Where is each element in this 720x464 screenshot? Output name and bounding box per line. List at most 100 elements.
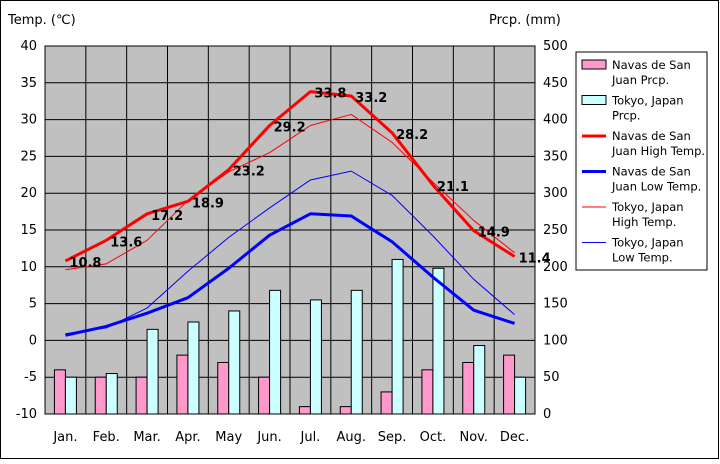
line-navas-high-temp (64, 90, 516, 263)
data-label-navas-high: 23.2 (233, 165, 265, 180)
x-tick-label: Sep. (378, 430, 407, 445)
y-right-tick-label: 150 (543, 297, 568, 312)
data-label-navas-high: 33.8 (314, 87, 346, 102)
x-tick-label: Apr. (175, 430, 200, 445)
y-left-tick-label: 0 (29, 333, 37, 348)
left-axis-ticks: -10 -5 0 5 10 15 20 25 30 35 40 (16, 39, 37, 422)
right-axis-ticks: 0 50 100 150 200 250 300 350 400 450 500 (543, 39, 568, 422)
bar-tokyo-prcp (146, 328, 159, 415)
bar-navas-prcp (462, 361, 475, 415)
bar-navas-prcp (380, 391, 393, 415)
x-tick-label: Oct. (420, 430, 447, 445)
y-right-tick-label: 50 (543, 370, 560, 385)
line-tokyo-low-temp (65, 170, 515, 335)
data-labels-group: 10.8 13.6 17.2 18.9 23.2 29.2 33.8 33.2 28.2 21.1… (69, 87, 550, 271)
y-right-tick-label: 100 (543, 333, 568, 348)
legend-label: Navas de San (612, 165, 691, 179)
legend-label: Juan Prcp. (611, 73, 669, 87)
legend-label: Juan Low Temp. (611, 180, 701, 194)
bar-tokyo-prcp (473, 345, 486, 415)
bar-tokyo-prcp (187, 321, 200, 415)
plot-frame (44, 45, 536, 415)
bar-tokyo-prcp (105, 373, 118, 415)
bar-series-group (53, 258, 527, 415)
line-series-group (64, 90, 516, 337)
y-left-tick-label: -10 (16, 407, 37, 422)
data-label-navas-high: 13.6 (110, 235, 142, 250)
y-right-tick-label: 350 (543, 149, 568, 164)
bar-tokyo-prcp (269, 289, 282, 415)
data-label-navas-high: 14.9 (478, 226, 510, 241)
y-left-tick-label: 5 (29, 297, 37, 312)
legend-swatch-bar (581, 59, 607, 70)
data-label-navas-high: 10.8 (69, 256, 101, 271)
legend-swatch-bar (581, 95, 607, 105)
x-tick-label: Jan. (52, 430, 77, 445)
y-left-tick-label: 40 (20, 39, 37, 54)
data-label-navas-high: 28.2 (396, 128, 428, 143)
line-tokyo-high-temp (65, 113, 515, 271)
y-left-tick-label: 20 (20, 186, 37, 201)
y-left-tick-label: 30 (20, 113, 37, 128)
x-tick-label: Jun. (256, 430, 281, 445)
y-right-tick-label: 0 (543, 407, 551, 422)
x-tick-label: Dec. (500, 430, 529, 445)
bar-navas-prcp (135, 376, 148, 415)
y-left-tick-label: 35 (20, 76, 37, 91)
bar-navas-prcp (258, 376, 271, 415)
data-label-navas-high: 18.9 (192, 196, 224, 211)
bar-tokyo-prcp (514, 376, 527, 415)
y-right-tick-label: 200 (543, 260, 568, 275)
x-tick-label: Aug. (336, 430, 366, 445)
legend-box (575, 51, 708, 271)
bar-navas-prcp (176, 354, 189, 415)
y-right-tick-label: 400 (543, 113, 568, 128)
data-label-navas-high: 17.2 (151, 209, 183, 224)
legend-label: High Temp. (612, 215, 676, 229)
line-navas-low-temp (65, 212, 516, 337)
x-tick-label: Jul. (300, 430, 321, 445)
data-label-navas-high: 29.2 (274, 120, 306, 135)
bar-navas-prcp (421, 369, 434, 415)
legend-label: Navas de San (612, 58, 691, 72)
bar-navas-prcp (217, 361, 230, 415)
y-left-tick-label: 10 (20, 260, 37, 275)
x-axis-ticks: Jan. Feb. Mar. Apr. May Jun. Jul. Aug. Sep. Oct. N… (52, 430, 529, 445)
legend-label: Prcp. (612, 109, 641, 123)
legend-label: Tokyo, Japan (611, 200, 684, 214)
y-left-tick-label: -5 (24, 370, 37, 385)
right-axis-title: Prcp. (mm) (489, 13, 561, 28)
data-label-navas-high: 21.1 (437, 180, 469, 195)
bar-navas-prcp (339, 406, 352, 415)
data-label-navas-high: 33.2 (355, 91, 387, 106)
legend-label: Tokyo, Japan (611, 236, 684, 250)
bar-tokyo-prcp (391, 258, 404, 415)
y-left-tick-label: 15 (20, 223, 37, 238)
y-left-tick-label: 25 (20, 149, 37, 164)
y-right-tick-label: 250 (543, 223, 568, 238)
y-right-tick-label: 300 (543, 186, 568, 201)
x-tick-label: May (215, 430, 242, 445)
bar-navas-prcp (298, 406, 311, 415)
legend-label: Low Temp. (612, 251, 673, 265)
x-tick-label: Feb. (93, 430, 120, 445)
bar-tokyo-prcp (309, 299, 322, 415)
legend-label: Navas de San (612, 129, 691, 143)
x-tick-label: Nov. (460, 430, 489, 445)
legend-label: Tokyo, Japan (611, 94, 684, 108)
bar-navas-prcp (53, 369, 66, 415)
bar-tokyo-prcp (350, 289, 363, 415)
bar-navas-prcp (94, 376, 107, 415)
bar-navas-prcp (503, 354, 516, 415)
bar-tokyo-prcp (432, 267, 445, 415)
legend-label: Juan High Temp. (611, 144, 705, 158)
left-axis-title: Temp. (℃) (7, 13, 76, 28)
bar-tokyo-prcp (228, 310, 241, 415)
bar-tokyo-prcp (64, 376, 77, 415)
x-tick-label: Mar. (133, 430, 160, 445)
y-right-tick-label: 500 (543, 39, 568, 54)
y-right-tick-label: 450 (543, 76, 568, 91)
